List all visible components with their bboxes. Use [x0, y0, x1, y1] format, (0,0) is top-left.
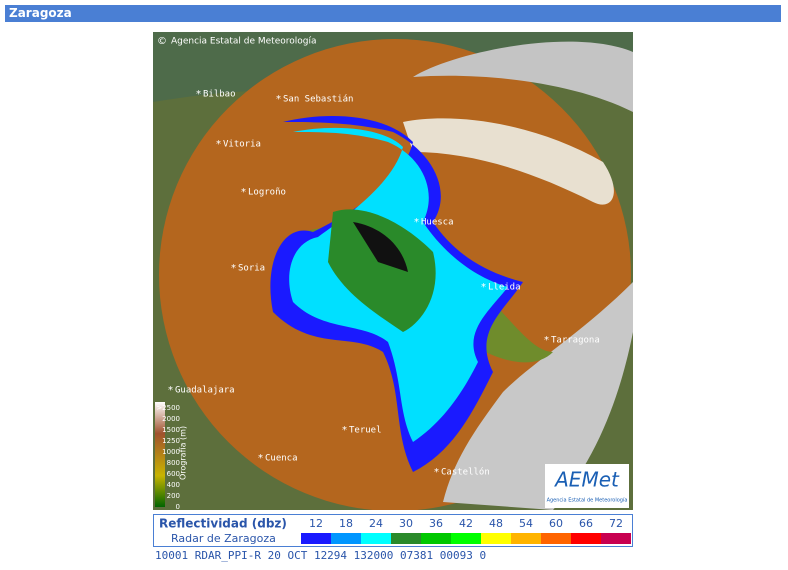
- sea-grey-north: [413, 41, 633, 112]
- city-marker: *: [544, 335, 549, 346]
- orography-tick: 200: [167, 492, 180, 500]
- city-marker: *: [434, 467, 439, 478]
- city-marker: *: [231, 263, 236, 274]
- city-label: Soria: [238, 264, 265, 274]
- level-swatch: [331, 533, 361, 544]
- orography-tick: 800: [167, 459, 180, 467]
- level-label: 42: [459, 517, 473, 530]
- level-label: 54: [519, 517, 533, 530]
- orography-title: Orografía (m): [179, 426, 188, 480]
- level-swatch: [571, 533, 601, 544]
- legend-subtitle: Radar de Zaragoza: [171, 532, 276, 545]
- logo-box: [545, 464, 629, 508]
- echo-30: [328, 209, 436, 332]
- city-marker: *: [414, 217, 419, 228]
- orography-tick: 1500: [162, 426, 180, 434]
- level-swatch: [391, 533, 421, 544]
- copyright-symbol: ©: [157, 36, 167, 47]
- legend-title: Reflectividad (dbz): [159, 517, 287, 531]
- city-marker: *: [216, 139, 221, 150]
- level-swatch: [451, 533, 481, 544]
- city-marker: *: [258, 453, 263, 464]
- city-marker: *: [276, 94, 281, 105]
- city-marker: *: [342, 425, 347, 436]
- legend: Reflectividad (dbz) Radar de Zaragoza 10…: [153, 514, 633, 562]
- city-label: Logroño: [248, 188, 286, 198]
- orography-tick: 400: [167, 481, 180, 489]
- level-label: 18: [339, 517, 353, 530]
- level-swatch: [541, 533, 571, 544]
- city-marker: *: [196, 89, 201, 100]
- orography-tick: 0: [176, 503, 180, 510]
- logo-brand: AEMet: [553, 468, 620, 492]
- pyrenees: [403, 118, 614, 205]
- city-label: Teruel: [349, 426, 382, 436]
- orography-tick: 1250: [162, 437, 180, 445]
- level-swatch: [481, 533, 511, 544]
- orography-tick: 1000: [162, 448, 180, 456]
- radar-map: Agencia Estatal de Meteorología © Orogra…: [153, 32, 633, 510]
- city-label: Bilbao: [203, 90, 236, 100]
- city-label: Vitoria: [223, 140, 261, 150]
- radar-track: [353, 222, 408, 272]
- level-swatch: [601, 533, 631, 544]
- level-label: 36: [429, 517, 443, 530]
- orography-tick: 600: [167, 470, 180, 478]
- city-label: Guadalajara: [175, 386, 235, 396]
- city-label: Lleida: [488, 283, 521, 293]
- city-marker: *: [481, 282, 486, 293]
- sea-grey-mediterranean: [443, 282, 633, 510]
- level-swatch: [301, 533, 331, 544]
- city-label: Castellón: [441, 467, 490, 478]
- level-swatch: [361, 533, 391, 544]
- status-line: 10001 RDAR_PPI-R 20 OCT 12294 132000 073…: [155, 549, 486, 562]
- level-label: 30: [399, 517, 413, 530]
- city-label: Tarragona: [551, 336, 600, 346]
- level-label: 60: [549, 517, 563, 530]
- level-label: 72: [609, 517, 623, 530]
- city-marker: *: [168, 385, 173, 396]
- level-label: 66: [579, 517, 593, 530]
- level-label: 24: [369, 517, 383, 530]
- level-swatch: [511, 533, 541, 544]
- orography-bar: [155, 402, 165, 507]
- header-title: Zaragoza: [5, 5, 781, 22]
- city-marker: *: [241, 187, 246, 198]
- level-swatch: [421, 533, 451, 544]
- city-label: Cuenca: [265, 454, 298, 464]
- copyright: Agencia Estatal de Meteorología: [171, 37, 317, 47]
- city-label: San Sebastián: [283, 95, 353, 105]
- logo-caption: Agencia Estatal de Meteorología: [547, 497, 628, 504]
- city-label: Huesca: [421, 218, 454, 228]
- level-label: 48: [489, 517, 503, 530]
- orography-tick: 2000: [162, 415, 180, 423]
- level-label: 12: [309, 517, 323, 530]
- orography-tick: >2500: [156, 404, 180, 412]
